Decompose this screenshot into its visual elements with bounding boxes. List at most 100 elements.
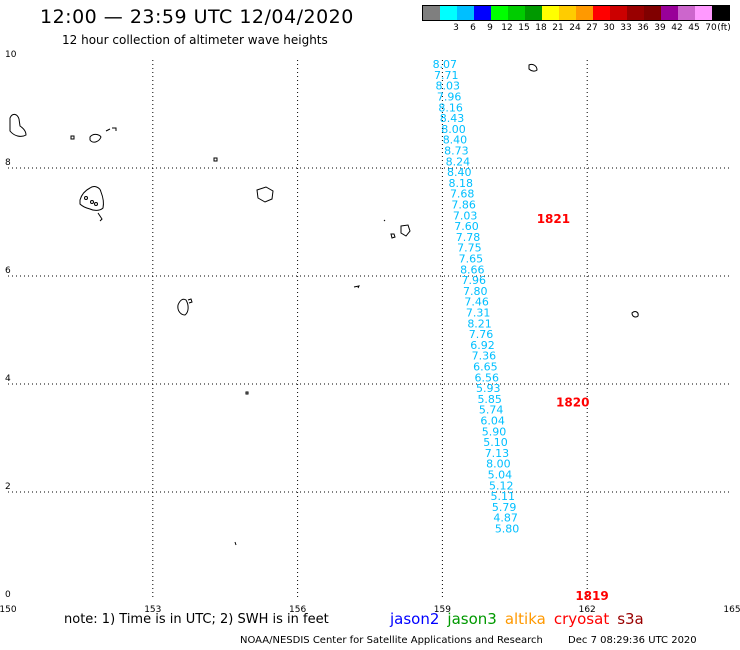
- lon-tick-label: 162: [579, 605, 596, 615]
- wave-height-value: 8.16: [438, 101, 463, 114]
- island-outline: [256, 186, 274, 203]
- legend-swatch: [542, 6, 559, 20]
- wave-height-value: 8.18: [448, 177, 473, 190]
- wave-height-value: 8.40: [447, 166, 472, 179]
- wave-height-value: 7.78: [456, 231, 481, 244]
- island-outline: [213, 157, 218, 162]
- legend-swatch: [474, 6, 491, 20]
- wave-height-value: 8.03: [435, 80, 460, 93]
- wave-height-value: 8.07: [433, 58, 458, 71]
- color-legend: 3 6 9 12 15 18 21 24 27 30 33 36 39 42 45 70 (ft): [422, 5, 731, 35]
- wave-height-value: 5.12: [489, 479, 514, 492]
- legend-label: 21: [552, 23, 564, 33]
- legend-swatch: [644, 6, 661, 20]
- island-outline: [631, 311, 639, 318]
- island-outline: [383, 219, 386, 222]
- legend-label: 39: [654, 23, 666, 33]
- island-outline: [89, 133, 102, 143]
- satellite-name: jason2: [390, 610, 440, 628]
- legend-swatch: [423, 6, 440, 20]
- satellite-name: s3a: [617, 610, 644, 628]
- wave-height-value: 8.73: [444, 145, 469, 158]
- legend-swatch: [627, 6, 644, 20]
- island-outline: [94, 202, 98, 206]
- lon-tick-label: 156: [289, 605, 306, 615]
- wave-height-value: 4.87: [493, 512, 518, 525]
- wave-height-value: 5.85: [477, 393, 502, 406]
- legend-swatch: [576, 6, 593, 20]
- wave-height-value: 7.96: [437, 91, 462, 104]
- pass-number: 1821: [537, 212, 570, 226]
- legend-swatch: [661, 6, 678, 20]
- island-outline: [353, 285, 360, 289]
- legend-label: 12: [501, 23, 513, 33]
- wave-height-value: 8.21: [467, 317, 492, 330]
- lat-tick-label: 4: [5, 374, 11, 384]
- wave-height-value: 8.66: [460, 263, 485, 276]
- wave-height-value: 7.68: [450, 188, 475, 201]
- island-outline: [400, 224, 411, 237]
- legend-label: 24: [569, 23, 581, 33]
- lat-tick-label: 0: [5, 590, 11, 600]
- wave-height-value: 8.24: [446, 155, 471, 168]
- axis-ticks: 150 153 156 159 162 165 0 2 4 6 8 10: [0, 50, 740, 615]
- wave-height-value: 8.00: [486, 458, 511, 471]
- wave-height-value: 7.46: [464, 296, 489, 309]
- credit-footer: NOAA/NESDIS Center for Satellite Applica…: [240, 635, 719, 646]
- lat-tick-label: 8: [5, 158, 11, 168]
- legend-label: 6: [470, 23, 476, 33]
- wave-height-value: 6.04: [480, 415, 505, 428]
- legend-swatch: [525, 6, 542, 20]
- island-outline: [79, 186, 104, 211]
- legend-unit: (ft): [717, 23, 731, 33]
- lon-tick-label: 165: [723, 605, 740, 615]
- satellite-name: jason3: [447, 610, 497, 628]
- legend-swatch: [593, 6, 610, 20]
- map-subtitle: 12 hour collection of altimeter wave hei…: [62, 33, 328, 47]
- legend-swatch: [678, 6, 695, 20]
- legend-swatch: [440, 6, 457, 20]
- credit-text: NOAA/NESDIS Center for Satellite Applica…: [240, 635, 543, 646]
- wave-height-value: 5.74: [479, 404, 504, 417]
- wave-height-value: 7.13: [485, 447, 510, 460]
- wave-height-value: 5.04: [488, 469, 513, 482]
- lon-tick-label: 153: [144, 605, 161, 615]
- wave-height-value: 8.40: [443, 134, 468, 147]
- satellite-name: cryosat: [553, 610, 610, 628]
- wave-height-value: 5.93: [476, 382, 501, 395]
- wave-height-value: 7.71: [434, 69, 459, 82]
- lon-tick-label: 150: [0, 605, 17, 615]
- legend-swatch: [508, 6, 525, 20]
- wave-height-value: 7.86: [451, 199, 476, 212]
- legend-swatch: [610, 6, 627, 20]
- legend-swatch: [559, 6, 576, 20]
- island-outline: [90, 200, 94, 204]
- legend-label: 33: [620, 23, 632, 33]
- wave-height-value: 5.80: [495, 523, 520, 536]
- satellite-name: altika: [504, 610, 546, 628]
- wave-height-value: 5.11: [490, 490, 515, 503]
- wave-height-value: 5.79: [492, 501, 517, 514]
- wave-height-value: 5.90: [482, 425, 507, 438]
- wave-height-track: 8.077.718.037.968.168.438.008.408.738.24…: [433, 58, 520, 535]
- wave-height-value: 7.03: [453, 209, 478, 222]
- legend-label: 70: [705, 23, 717, 33]
- island-outline: [84, 196, 88, 200]
- wave-height-value: 7.36: [472, 350, 497, 363]
- legend-swatch: [712, 6, 729, 20]
- map-title: 12:00 — 23:59 UTC 12/04/2020: [40, 6, 354, 28]
- wave-height-value: 6.92: [470, 339, 495, 352]
- wave-height-value: 5.10: [483, 436, 508, 449]
- island-outline: [234, 541, 237, 546]
- island-outlines: [9, 63, 639, 546]
- legend-swatch: [695, 6, 712, 20]
- island-outline: [105, 127, 117, 132]
- satellite-legend: jason2 jason3 altika cryosat s3a: [390, 610, 652, 628]
- island-outline: [9, 113, 27, 137]
- legend-swatch: [491, 6, 508, 20]
- island-outline: [70, 135, 75, 140]
- wave-height-value: 7.80: [463, 285, 488, 298]
- island-outline: [390, 233, 396, 239]
- legend-label: 42: [671, 23, 683, 33]
- island-outline: [187, 298, 193, 304]
